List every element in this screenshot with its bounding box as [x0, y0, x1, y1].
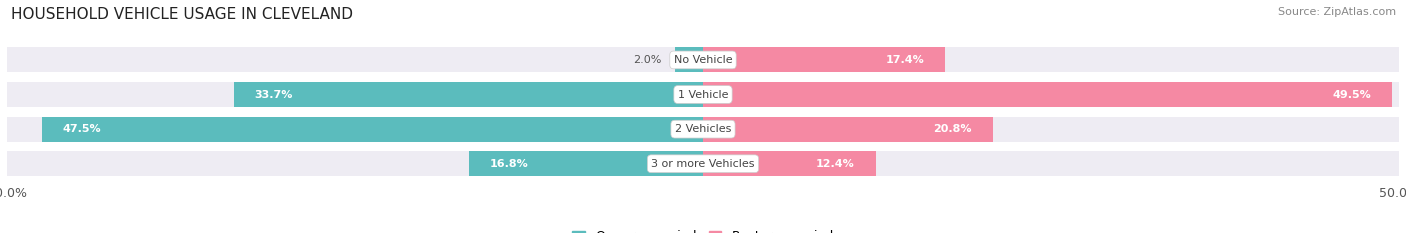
Bar [7, 48, 1399, 72]
Text: Source: ZipAtlas.com: Source: ZipAtlas.com [1278, 7, 1396, 17]
Text: 16.8%: 16.8% [491, 159, 529, 169]
Text: 2 Vehicles: 2 Vehicles [675, 124, 731, 134]
Text: 17.4%: 17.4% [886, 55, 924, 65]
Bar [42, 117, 703, 142]
Text: 1 Vehicle: 1 Vehicle [678, 89, 728, 99]
Bar [703, 82, 1392, 107]
Text: 20.8%: 20.8% [934, 124, 972, 134]
Bar [233, 82, 703, 107]
Text: 49.5%: 49.5% [1333, 89, 1371, 99]
Bar [7, 117, 1399, 142]
Text: 47.5%: 47.5% [63, 124, 101, 134]
Text: 2.0%: 2.0% [633, 55, 661, 65]
Text: HOUSEHOLD VEHICLE USAGE IN CLEVELAND: HOUSEHOLD VEHICLE USAGE IN CLEVELAND [11, 7, 353, 22]
Text: No Vehicle: No Vehicle [673, 55, 733, 65]
Bar [470, 151, 703, 176]
Text: 3 or more Vehicles: 3 or more Vehicles [651, 159, 755, 169]
Text: 33.7%: 33.7% [254, 89, 294, 99]
Bar [7, 151, 1399, 176]
Bar [703, 48, 945, 72]
Bar [7, 82, 1399, 107]
Text: 12.4%: 12.4% [815, 159, 855, 169]
Bar [703, 151, 876, 176]
Bar [675, 48, 703, 72]
Bar [703, 117, 993, 142]
Legend: Owner-occupied, Renter-occupied: Owner-occupied, Renter-occupied [568, 225, 838, 233]
